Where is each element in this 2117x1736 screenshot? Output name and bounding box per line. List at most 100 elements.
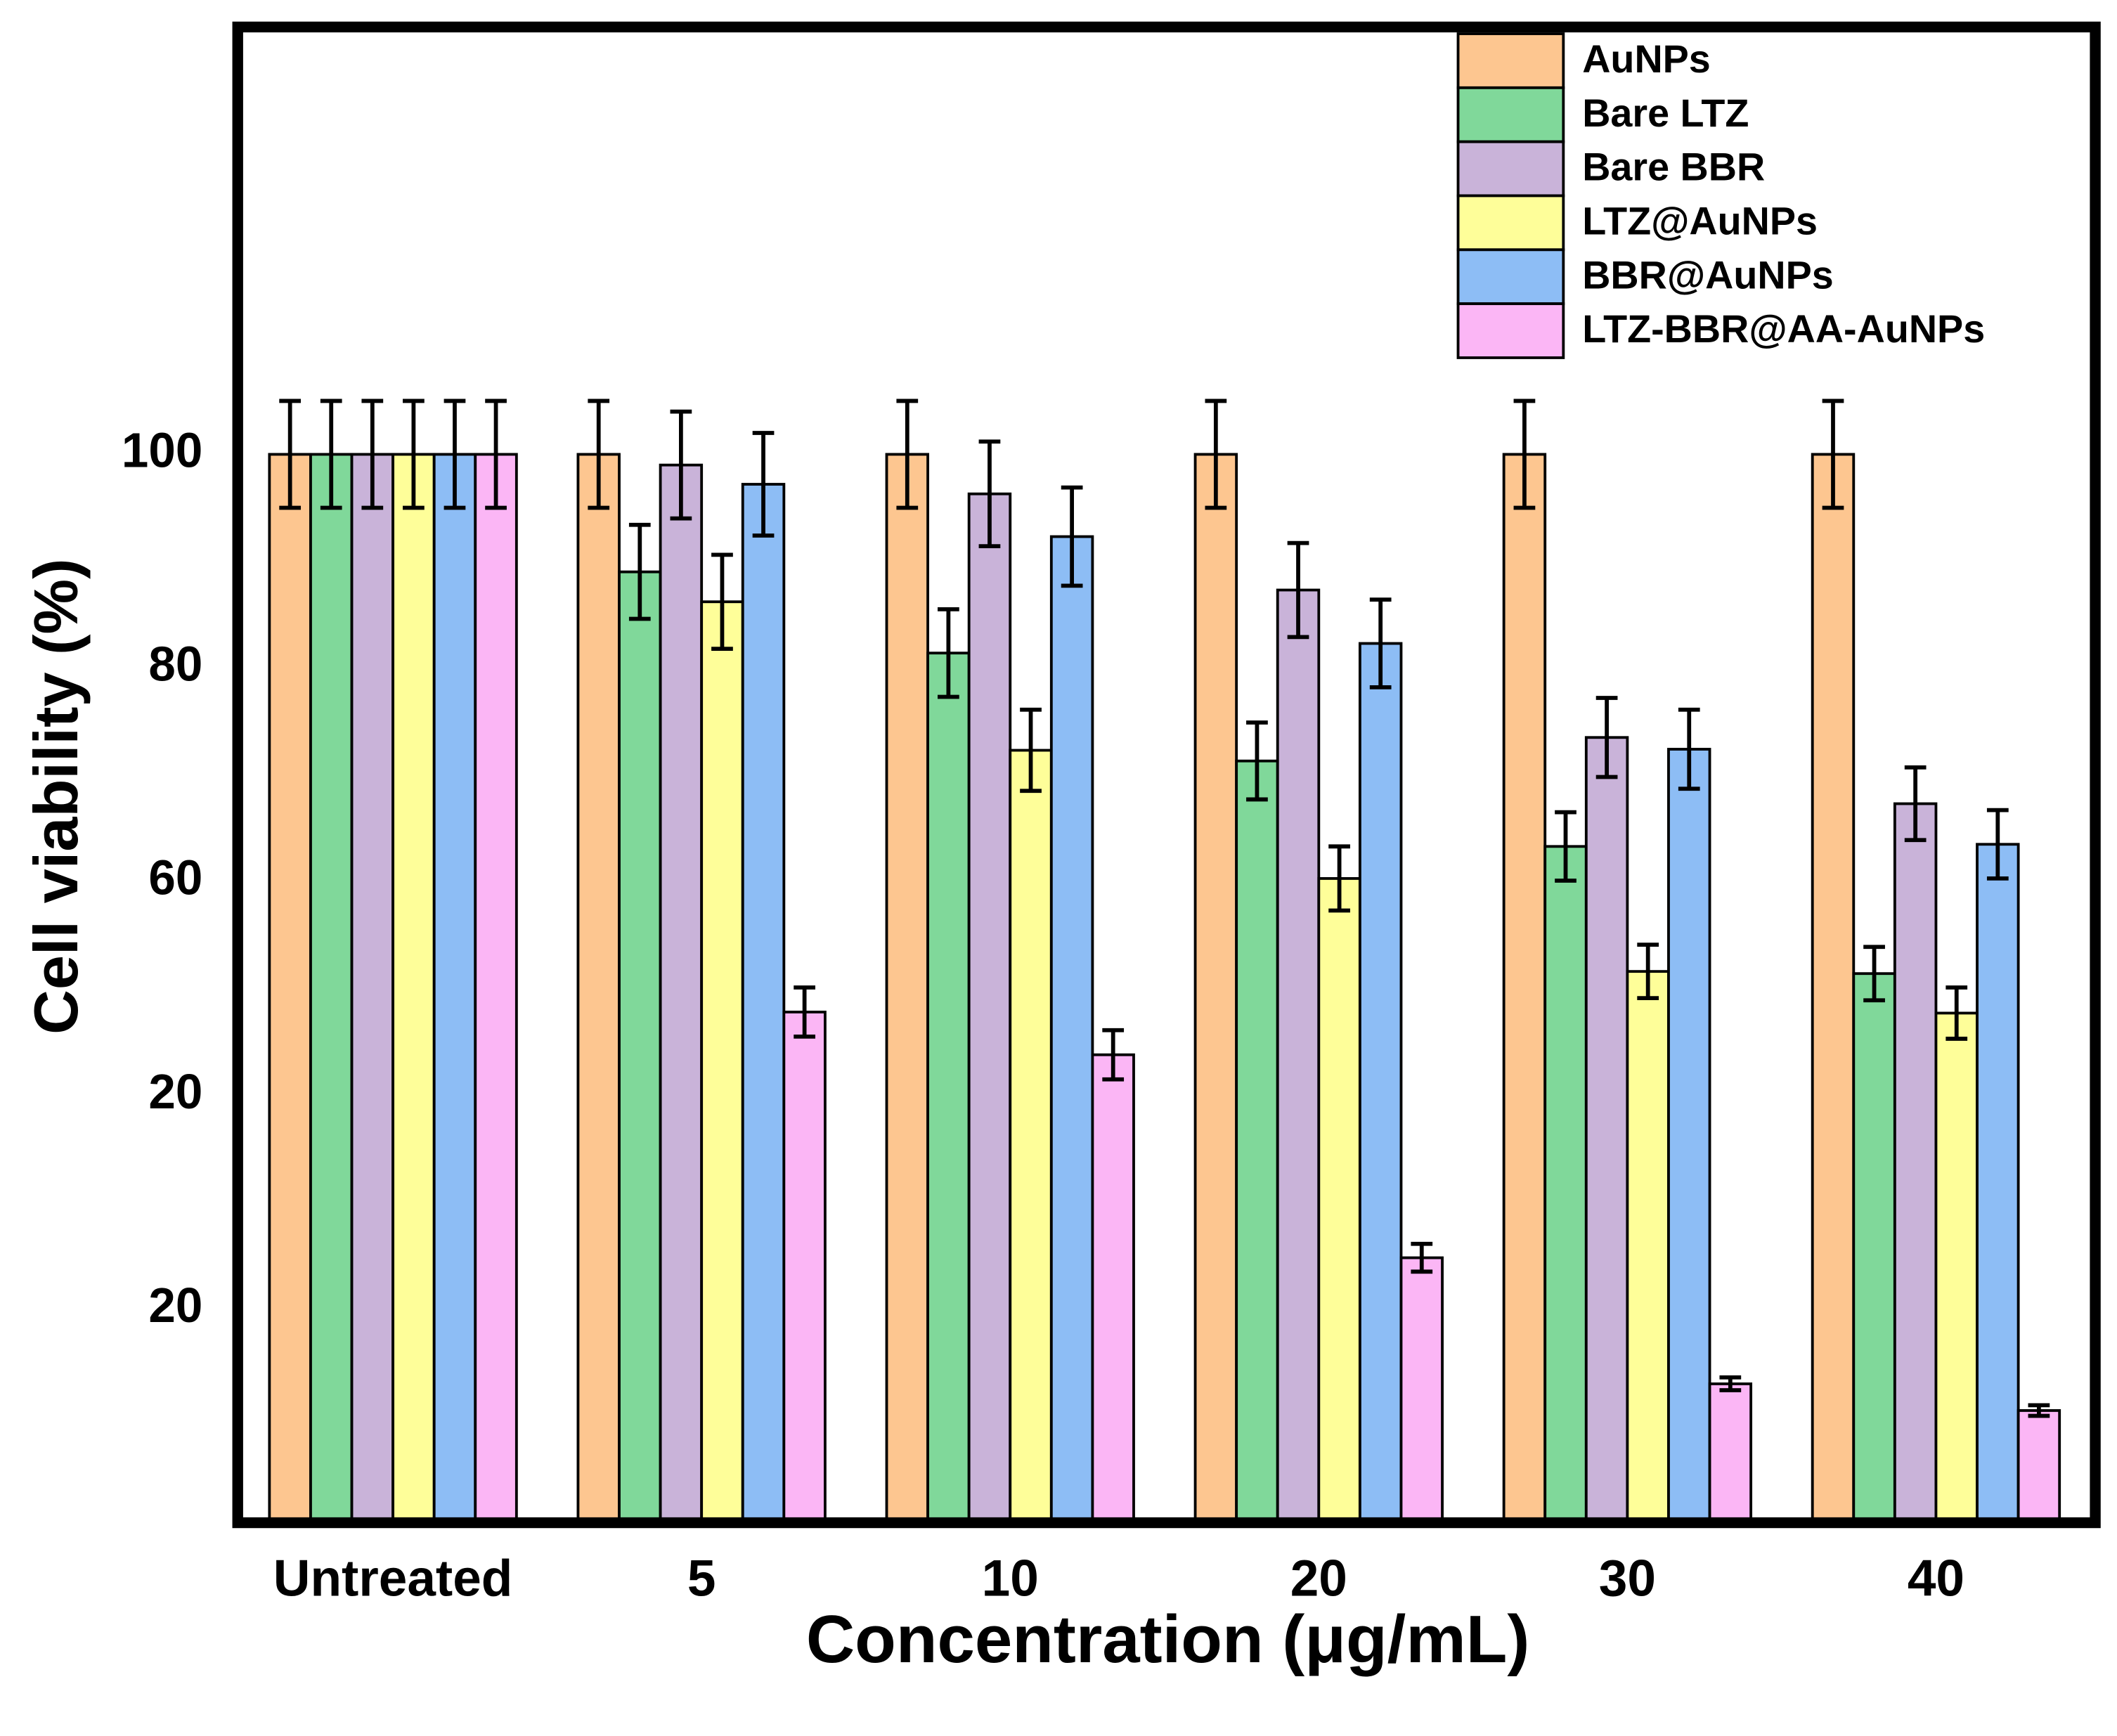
legend-label: LTZ-BBR@AA-AuNPs bbox=[1582, 307, 1985, 351]
legend-label: Bare LTZ bbox=[1582, 91, 1749, 135]
error-bar bbox=[1513, 399, 1536, 510]
bar bbox=[659, 463, 704, 1524]
y-tick-label: 20 bbox=[148, 1064, 202, 1119]
error-bar bbox=[403, 399, 425, 510]
error-bar bbox=[1020, 707, 1042, 793]
error-bar bbox=[1246, 720, 1268, 802]
bar bbox=[1502, 453, 1547, 1524]
bar bbox=[1976, 843, 2020, 1524]
bar bbox=[618, 570, 662, 1524]
bar bbox=[474, 453, 518, 1524]
bar bbox=[885, 453, 929, 1524]
legend-label: AuNPs bbox=[1582, 37, 1711, 81]
error-bar bbox=[2028, 1403, 2050, 1418]
y-tick-label: 20 bbox=[148, 1278, 202, 1333]
error-bar bbox=[628, 522, 651, 621]
error-bar bbox=[1637, 943, 1659, 1001]
bar bbox=[391, 453, 436, 1524]
legend-swatch bbox=[1456, 32, 1565, 89]
bar bbox=[1584, 736, 1629, 1524]
x-tick-label: Untreated bbox=[273, 1550, 513, 1607]
bar bbox=[576, 453, 621, 1524]
error-bar bbox=[1102, 1028, 1125, 1082]
bar bbox=[1049, 535, 1094, 1524]
legend-label: BBR@AuNPs bbox=[1582, 253, 1834, 297]
bar bbox=[1276, 588, 1321, 1524]
error-bar bbox=[1822, 399, 1844, 510]
bar bbox=[2016, 1409, 2061, 1524]
x-tick-label: 30 bbox=[1599, 1550, 1656, 1607]
error-bar bbox=[1678, 707, 1700, 791]
x-tick-label: 10 bbox=[982, 1550, 1039, 1607]
bar bbox=[432, 453, 477, 1524]
bar bbox=[1358, 642, 1403, 1524]
error-bar bbox=[1411, 1241, 1433, 1274]
bar bbox=[1009, 749, 1053, 1524]
y-tick-label: 60 bbox=[148, 850, 202, 905]
error-bar bbox=[1328, 844, 1350, 913]
bar bbox=[1852, 972, 1896, 1524]
error-bar bbox=[752, 431, 775, 538]
bar bbox=[1543, 845, 1588, 1524]
error-bar bbox=[1369, 597, 1392, 689]
bar bbox=[1193, 453, 1238, 1524]
bar bbox=[1811, 453, 1856, 1524]
error-bar bbox=[938, 607, 959, 699]
legend-swatch bbox=[1456, 248, 1565, 306]
error-bar bbox=[1555, 810, 1577, 883]
bar bbox=[967, 492, 1012, 1524]
error-bar bbox=[1986, 808, 2009, 881]
error-bar bbox=[1287, 540, 1309, 640]
error-bar bbox=[794, 985, 815, 1039]
bar bbox=[1893, 802, 1938, 1524]
error-bar bbox=[588, 399, 610, 510]
error-bar bbox=[978, 439, 1001, 549]
bar bbox=[350, 453, 395, 1524]
error-bar bbox=[1205, 399, 1227, 510]
error-bar bbox=[279, 399, 302, 510]
error-bar bbox=[444, 399, 466, 510]
error-bar bbox=[1595, 696, 1618, 779]
x-tick-label: 5 bbox=[687, 1550, 716, 1607]
legend-swatch bbox=[1456, 194, 1565, 252]
legend-label: Bare BBR bbox=[1582, 145, 1765, 189]
bar bbox=[782, 1011, 827, 1524]
bar bbox=[1235, 759, 1279, 1524]
error-bar bbox=[320, 399, 342, 510]
error-bar bbox=[1863, 945, 1885, 1003]
error-bar bbox=[896, 399, 919, 510]
legend-label: LTZ@AuNPs bbox=[1582, 200, 1818, 243]
error-bar bbox=[711, 552, 733, 651]
bar bbox=[741, 483, 786, 1524]
error-bar bbox=[361, 399, 384, 510]
y-tick-label: 80 bbox=[148, 637, 202, 692]
error-bar bbox=[1719, 1375, 1742, 1392]
bar bbox=[1626, 970, 1670, 1524]
bar bbox=[1091, 1053, 1135, 1524]
x-tick-label: 40 bbox=[1908, 1550, 1964, 1607]
plot-frame bbox=[232, 21, 2101, 1529]
error-bar bbox=[1061, 485, 1083, 588]
error-bar bbox=[1946, 985, 1968, 1041]
error-bar bbox=[1904, 765, 1927, 843]
bar bbox=[268, 453, 312, 1524]
error-bar bbox=[670, 409, 692, 521]
bar bbox=[1934, 1011, 1979, 1524]
bar bbox=[1667, 748, 1711, 1524]
legend-swatch bbox=[1456, 302, 1565, 359]
legend-swatch bbox=[1456, 86, 1565, 143]
error-bar bbox=[485, 399, 507, 510]
y-tick-label: 100 bbox=[122, 423, 202, 478]
x-tick-label: 20 bbox=[1290, 1550, 1347, 1607]
y-axis-title: Cell viability (%) bbox=[21, 558, 91, 1034]
x-axis-title: Concentration (μg/mL) bbox=[806, 1602, 1530, 1677]
legend-swatch bbox=[1456, 140, 1565, 197]
bar bbox=[1317, 877, 1361, 1524]
bar bbox=[926, 652, 971, 1524]
bar bbox=[700, 600, 744, 1524]
bar bbox=[309, 453, 354, 1524]
bar bbox=[1399, 1256, 1444, 1524]
bar bbox=[1708, 1382, 1753, 1524]
